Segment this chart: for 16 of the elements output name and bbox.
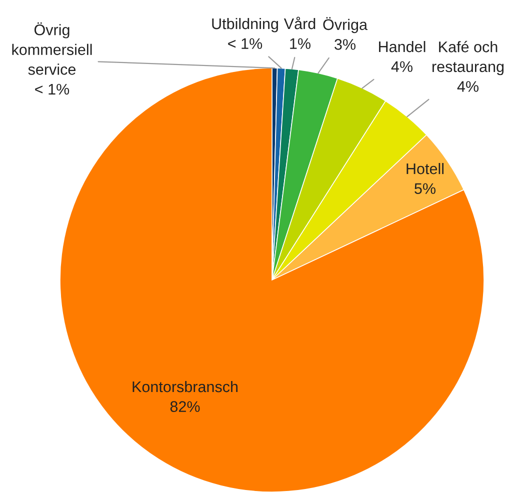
slice-label: Utbildning [212,18,278,32]
data-label: 1% [290,38,310,49]
data-label: 3% [334,39,356,50]
slice-label: Vård [284,16,316,30]
slice-label: Handel [379,40,426,52]
data-label: 82% [170,401,200,412]
data-label: < 1% [35,84,70,95]
data-label: 5% [414,183,436,194]
data-label: 4% [457,81,478,92]
slice-label: Kontorsbransch [132,380,238,392]
slice-label: Kafé och restaurang [432,40,504,76]
slice-label: Övrig kommersiell service [12,22,92,75]
slice-label: Hotell [406,162,444,174]
data-label: 4% [391,61,412,72]
slice-label: Övriga [323,17,368,34]
data-label: < 1% [228,38,262,49]
